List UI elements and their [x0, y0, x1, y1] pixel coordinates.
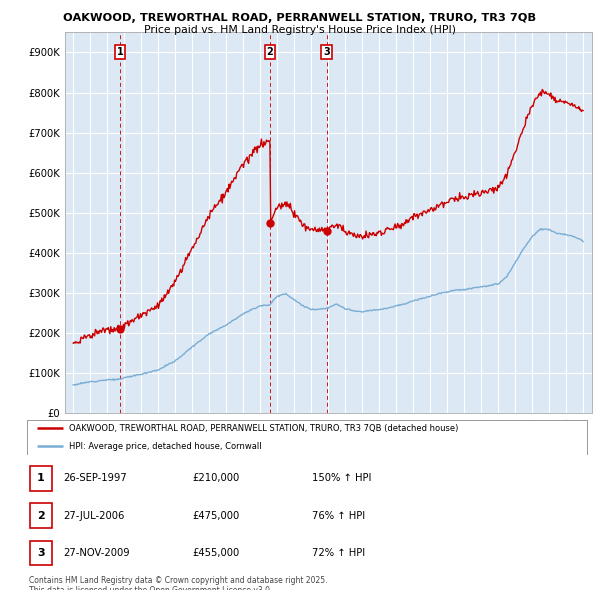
Text: OAKWOOD, TREWORTHAL ROAD, PERRANWELL STATION, TRURO, TR3 7QB: OAKWOOD, TREWORTHAL ROAD, PERRANWELL STA…	[64, 13, 536, 23]
FancyBboxPatch shape	[30, 540, 52, 565]
Text: 27-NOV-2009: 27-NOV-2009	[63, 548, 130, 558]
FancyBboxPatch shape	[30, 503, 52, 528]
Text: OAKWOOD, TREWORTHAL ROAD, PERRANWELL STATION, TRURO, TR3 7QB (detached house): OAKWOOD, TREWORTHAL ROAD, PERRANWELL STA…	[69, 424, 458, 432]
Text: £210,000: £210,000	[192, 474, 239, 483]
Text: 1: 1	[37, 474, 44, 483]
Text: HPI: Average price, detached house, Cornwall: HPI: Average price, detached house, Corn…	[69, 442, 262, 451]
FancyBboxPatch shape	[27, 419, 587, 455]
Text: Contains HM Land Registry data © Crown copyright and database right 2025.
This d: Contains HM Land Registry data © Crown c…	[29, 576, 328, 590]
Text: 3: 3	[323, 47, 330, 57]
Text: 2: 2	[37, 511, 44, 520]
Text: 27-JUL-2006: 27-JUL-2006	[63, 511, 124, 520]
Text: 3: 3	[37, 548, 44, 558]
Text: 26-SEP-1997: 26-SEP-1997	[63, 474, 127, 483]
Text: 72% ↑ HPI: 72% ↑ HPI	[312, 548, 365, 558]
Text: £475,000: £475,000	[192, 511, 239, 520]
Text: Price paid vs. HM Land Registry's House Price Index (HPI): Price paid vs. HM Land Registry's House …	[144, 25, 456, 35]
Text: 76% ↑ HPI: 76% ↑ HPI	[312, 511, 365, 520]
Text: £455,000: £455,000	[192, 548, 239, 558]
FancyBboxPatch shape	[30, 466, 52, 491]
Text: 150% ↑ HPI: 150% ↑ HPI	[312, 474, 371, 483]
Text: 1: 1	[116, 47, 123, 57]
Text: 2: 2	[266, 47, 273, 57]
